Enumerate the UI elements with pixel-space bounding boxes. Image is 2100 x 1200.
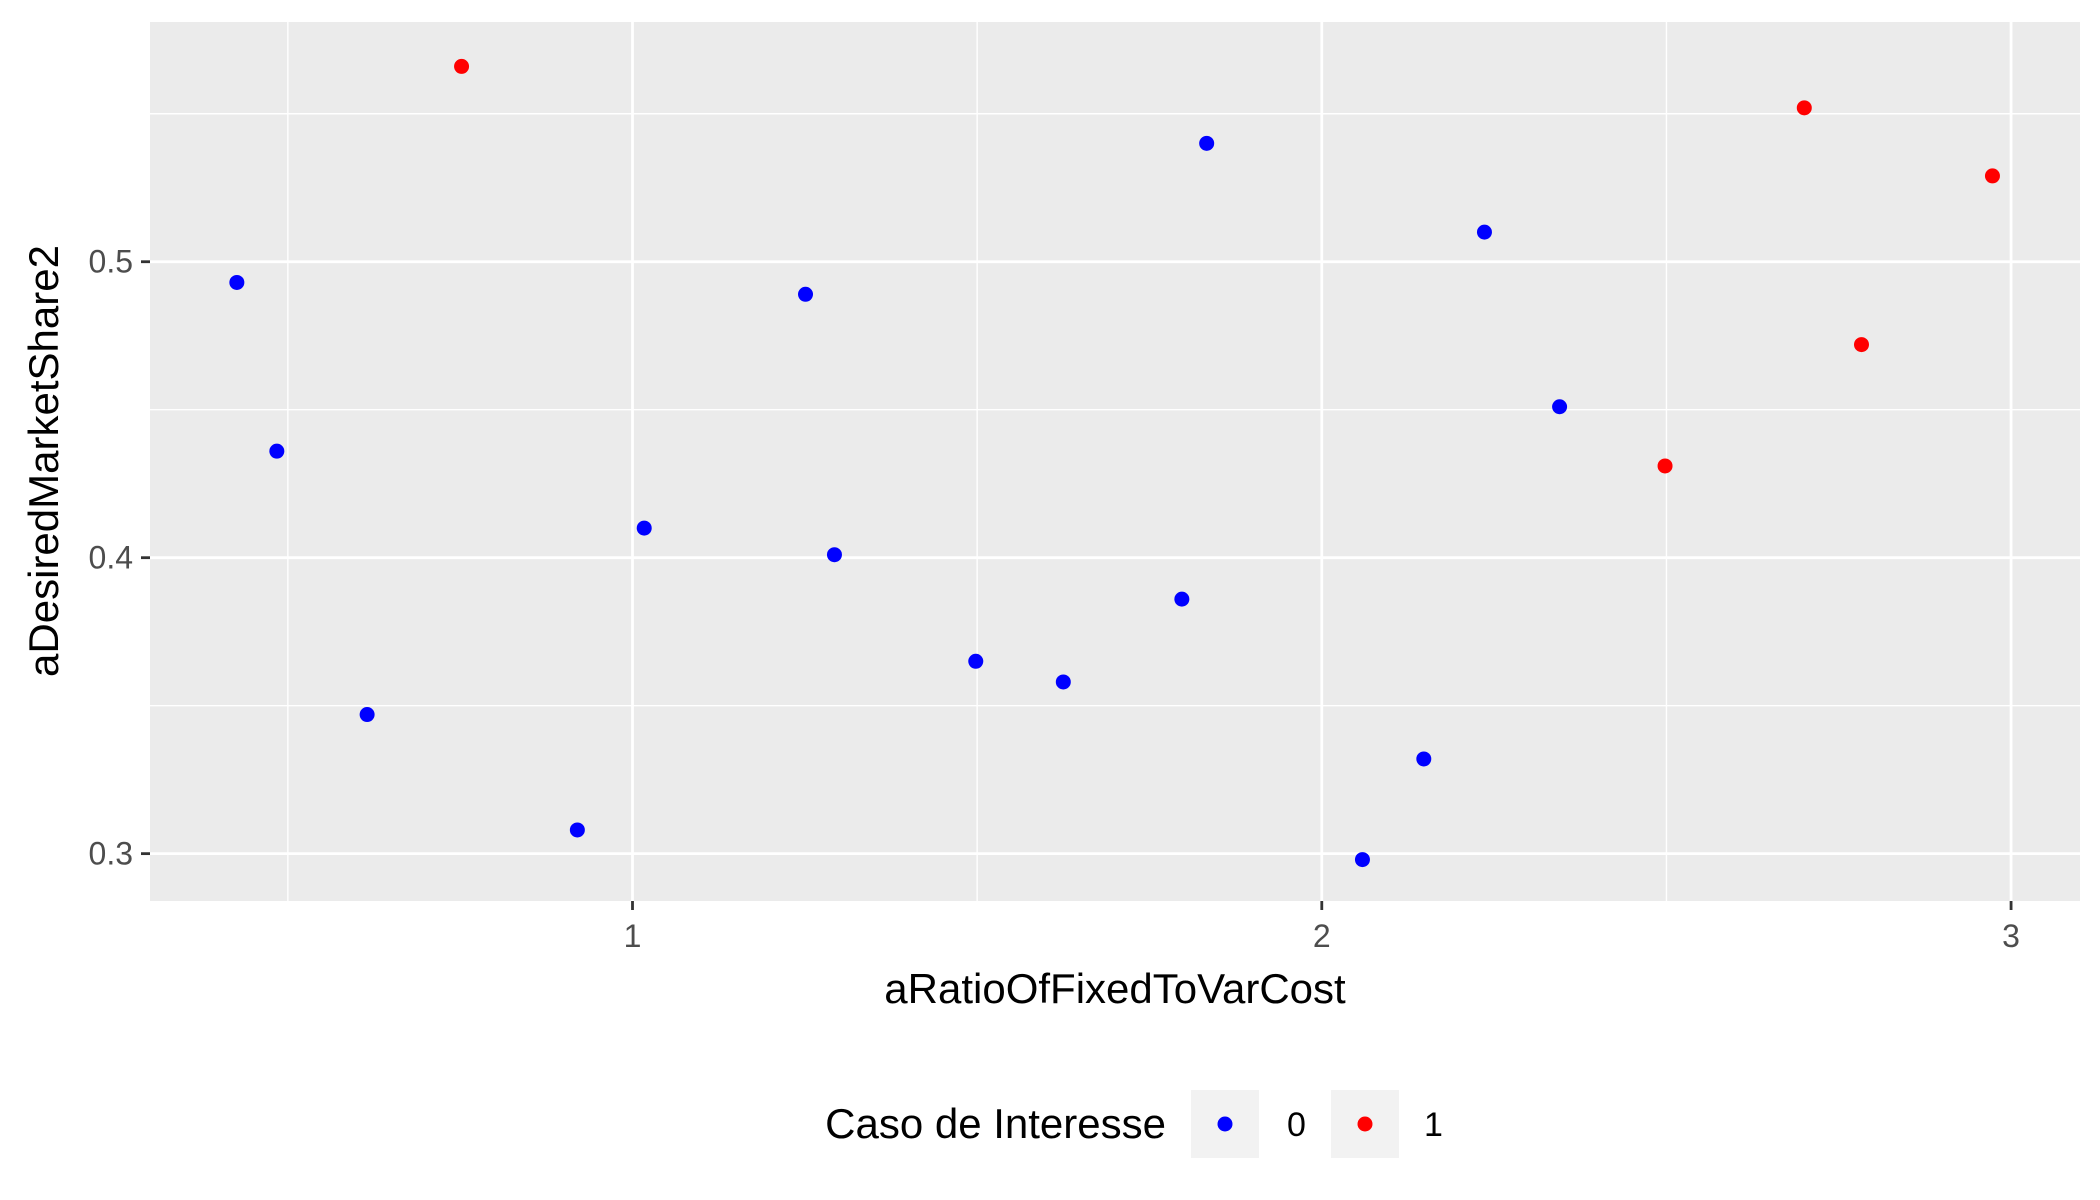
data-point-group-1 [454,58,470,74]
legend-swatch-1 [1357,1116,1373,1132]
data-point-group-1 [1984,168,2000,184]
legend: Caso de Interesse 0 1 [825,1090,1443,1158]
data-point-group-0 [1416,751,1432,767]
data-point-group-1 [1853,337,1869,353]
y-tick-label: 0.3 [89,836,133,872]
legend-label-0: 0 [1287,1106,1306,1144]
data-point-group-0 [798,286,814,302]
y-axis-title: aDesiredMarketShare2 [20,245,67,677]
data-point-group-0 [569,822,585,838]
data-points [229,58,2000,868]
x-tick-label: 2 [1313,918,1331,954]
plot-panel [150,22,2080,901]
data-point-group-0 [826,547,842,563]
x-axis-ticks: 1 2 3 [624,901,2020,954]
y-tick-label: 0.4 [89,540,133,576]
data-point-group-0 [1354,852,1370,868]
legend-title: Caso de Interesse [825,1100,1166,1147]
data-point-group-1 [1796,100,1812,116]
data-point-group-0 [1476,224,1492,240]
legend-label-1: 1 [1424,1106,1443,1144]
data-point-group-0 [1552,399,1568,415]
x-axis-title: aRatioOfFixedToVarCost [884,965,1346,1012]
data-point-group-1 [1657,458,1673,474]
data-point-group-0 [636,520,652,536]
data-point-group-0 [968,653,984,669]
legend-swatch-0 [1217,1116,1233,1132]
data-point-group-0 [1199,135,1215,151]
x-tick-label: 3 [2002,918,2020,954]
data-point-group-0 [1174,591,1190,607]
data-point-group-0 [269,443,285,459]
data-point-group-0 [359,707,375,723]
y-tick-label: 0.5 [89,244,133,280]
grid-minor [150,22,2080,901]
data-point-group-0 [229,274,245,290]
grid-major [150,22,2080,901]
x-tick-label: 1 [624,918,642,954]
y-axis-ticks: 0.3 0.4 0.5 [89,244,150,872]
data-point-group-0 [1055,674,1071,690]
